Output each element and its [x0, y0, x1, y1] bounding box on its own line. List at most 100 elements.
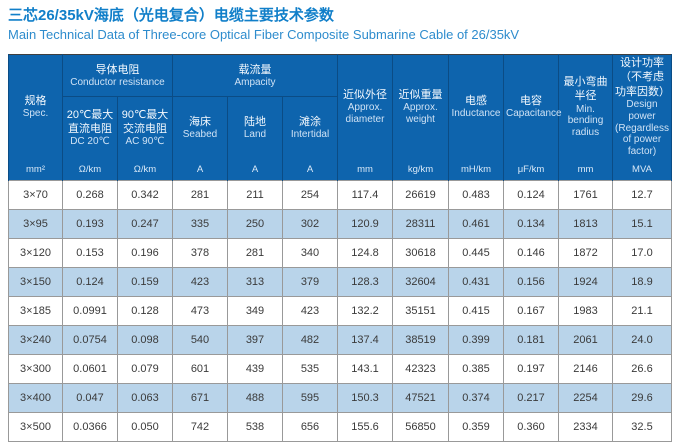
cell-land: 488 [227, 382, 283, 413]
table-row: 3×400 0.047 0.063 671 488 595 150.3 47521 0.374 0… [8, 382, 672, 413]
cell-spec: 3×95 [8, 208, 63, 239]
cell-seabed: 378 [172, 237, 228, 268]
cell-inductance: 0.445 [448, 237, 504, 268]
unit-weight: kg/km [392, 159, 449, 181]
header-label-zh: 20℃最大直流电阻 [66, 108, 114, 136]
cell-weight: 30618 [392, 237, 449, 268]
cell-dc: 0.153 [62, 237, 118, 268]
cell-capacitance: 0.197 [503, 353, 559, 384]
header-label-zh: 导体电阻 [95, 63, 140, 76]
header-group-row: 规格 Spec. 导体电阻 Conductor resistance 载流量 A… [8, 54, 672, 160]
cell-land: 281 [227, 237, 283, 268]
table-row: 3×300 0.0601 0.079 601 439 535 143.1 42323 0.385… [8, 353, 672, 384]
unit-bending: mm [558, 159, 613, 181]
cell-intertidal: 535 [282, 353, 338, 384]
cell-power: 17.0 [612, 237, 672, 268]
cell-capacitance: 0.124 [503, 179, 559, 210]
header-label-en: Ampacity [234, 76, 276, 88]
header-label-zh: 电容 [520, 95, 542, 108]
cell-power: 29.6 [612, 382, 672, 413]
cell-ac: 0.196 [117, 237, 173, 268]
cell-power: 21.1 [612, 295, 672, 326]
header-label-en: Intertidal [290, 129, 330, 141]
cell-dc: 0.0991 [62, 295, 118, 326]
col-header-dc-resistance: 20℃最大直流电阻 DC 20℃ [62, 96, 118, 160]
unit-inductance: mH/km [448, 159, 504, 181]
cell-spec: 3×300 [8, 353, 63, 384]
table-row: 3×185 0.0991 0.128 473 349 423 132.2 35151 0.415… [8, 295, 672, 326]
header-label-en: DC 20℃ [70, 136, 110, 148]
unit-seabed: A [172, 159, 228, 181]
cell-bending: 2061 [558, 324, 613, 355]
cell-seabed: 601 [172, 353, 228, 384]
header-label-zh: 设计功率（不考虑功率因数） [615, 57, 670, 98]
table-row: 3×240 0.0754 0.098 540 397 482 137.4 38519 0.399… [8, 324, 672, 355]
header-label-en: Approx. weight [403, 102, 438, 126]
cell-intertidal: 423 [282, 295, 338, 326]
cell-inductance: 0.461 [448, 208, 504, 239]
cell-ac: 0.159 [117, 266, 173, 297]
cell-inductance: 0.385 [448, 353, 504, 384]
group-header-conductor-resistance: 导体电阻 Conductor resistance [62, 54, 173, 98]
unit-dc: Ω/km [62, 159, 118, 181]
cell-intertidal: 302 [282, 208, 338, 239]
col-header-bending-radius: 最小弯曲半径 Min. bending radius [558, 54, 613, 160]
cell-bending: 1761 [558, 179, 613, 210]
header-label-en: Seabed [182, 129, 218, 141]
cell-power: 26.6 [612, 353, 672, 384]
unit-spec: mm² [8, 159, 63, 181]
cell-spec: 3×120 [8, 237, 63, 268]
cell-weight: 26619 [392, 179, 449, 210]
cell-bending: 2334 [558, 411, 613, 442]
unit-capacitance: μF/km [503, 159, 559, 181]
header-units-row: mm² Ω/km Ω/km A A A mm kg/km mH/km μF/km… [8, 159, 672, 181]
cell-diameter: 128.3 [337, 266, 393, 297]
header-label-zh: 规格 [24, 95, 47, 108]
cell-dc: 0.0754 [62, 324, 118, 355]
col-header-design-power: 设计功率（不考虑功率因数） Design power (Regardless o… [612, 54, 672, 160]
cell-weight: 47521 [392, 382, 449, 413]
cell-diameter: 137.4 [337, 324, 393, 355]
cell-ac: 0.079 [117, 353, 173, 384]
cell-bending: 1872 [558, 237, 613, 268]
cell-spec: 3×185 [8, 295, 63, 326]
cell-intertidal: 340 [282, 237, 338, 268]
cell-land: 349 [227, 295, 283, 326]
header-label-zh: 最小弯曲半径 [563, 76, 608, 103]
header-label-zh: 近似外径 [343, 89, 387, 102]
header-label-zh: 近似重量 [398, 89, 443, 102]
cell-seabed: 335 [172, 208, 228, 239]
header-label-zh: 陆地 [244, 116, 266, 129]
col-header-inductance: 电感 Inductance [448, 54, 504, 160]
cell-weight: 35151 [392, 295, 449, 326]
cell-intertidal: 656 [282, 411, 338, 442]
header-label-en: AC 90℃ [125, 136, 165, 148]
cell-land: 397 [227, 324, 283, 355]
header-label-en: Spec. [22, 108, 49, 120]
cell-inductance: 0.374 [448, 382, 504, 413]
col-header-diameter: 近似外径 Approx. diameter [337, 54, 393, 160]
cell-ac: 0.098 [117, 324, 173, 355]
cell-weight: 28311 [392, 208, 449, 239]
header-label-en: Conductor resistance [70, 76, 165, 88]
cell-dc: 0.0601 [62, 353, 118, 384]
table-row: 3×95 0.193 0.247 335 250 302 120.9 28311 0.461 0.… [8, 208, 672, 239]
cell-seabed: 671 [172, 382, 228, 413]
cell-diameter: 143.1 [337, 353, 393, 384]
cell-bending: 1924 [558, 266, 613, 297]
cell-bending: 2146 [558, 353, 613, 384]
cell-seabed: 473 [172, 295, 228, 326]
cell-spec: 3×240 [8, 324, 63, 355]
table-row: 3×150 0.124 0.159 423 313 379 128.3 32604 0.431 0… [8, 266, 672, 297]
cell-spec: 3×500 [8, 411, 63, 442]
cell-weight: 56850 [392, 411, 449, 442]
cell-seabed: 742 [172, 411, 228, 442]
cell-diameter: 132.2 [337, 295, 393, 326]
cell-bending: 1983 [558, 295, 613, 326]
cell-inductance: 0.359 [448, 411, 504, 442]
cell-diameter: 120.9 [337, 208, 393, 239]
cell-ac: 0.128 [117, 295, 173, 326]
col-header-weight: 近似重量 Approx. weight [392, 54, 449, 160]
cell-power: 12.7 [612, 179, 672, 210]
